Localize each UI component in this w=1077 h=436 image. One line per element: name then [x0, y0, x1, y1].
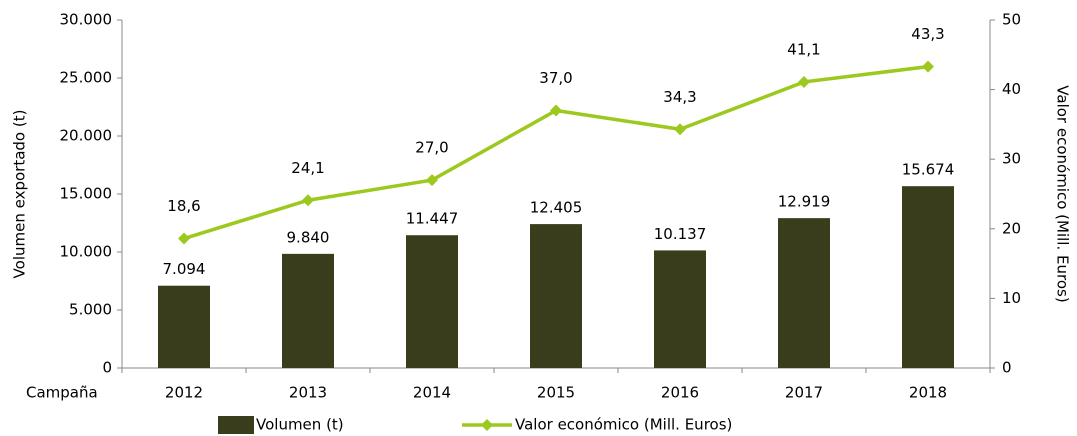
x-tick-label: 2014	[413, 384, 451, 402]
line-marker	[798, 75, 810, 88]
line-marker	[922, 60, 934, 73]
bar	[778, 218, 830, 368]
bar	[902, 186, 954, 368]
bar	[654, 250, 706, 368]
line-value-label: 24,1	[291, 159, 324, 177]
line-value-label: 18,6	[167, 197, 200, 215]
bar-value-label: 15.674	[902, 161, 955, 179]
y2-tick-label: 30	[1002, 150, 1021, 168]
y2-axis-title: Valor económico (Mill. Euros)	[1054, 85, 1072, 302]
y2-tick-label: 40	[1002, 80, 1021, 98]
y2-tick-label: 10	[1002, 289, 1021, 307]
x-tick-label: 2012	[165, 384, 203, 402]
y-tick-label: 20.000	[60, 127, 113, 145]
legend-label: Volumen (t)	[256, 416, 344, 434]
bar-value-label: 10.137	[654, 225, 707, 243]
bar	[530, 224, 582, 368]
line-value-label: 34,3	[663, 88, 696, 106]
line-marker	[426, 174, 438, 187]
y-tick-label: 15.000	[60, 185, 113, 203]
line-marker	[178, 232, 190, 245]
y2-tick-label: 50	[1002, 11, 1021, 29]
x-tick-label: 2017	[785, 384, 823, 402]
line-marker	[550, 104, 562, 117]
legend-swatch	[218, 416, 254, 434]
bar-value-label: 11.447	[406, 210, 459, 228]
y2-tick-label: 20	[1002, 219, 1021, 237]
line-value-label: 41,1	[787, 40, 820, 58]
legend-marker	[481, 419, 493, 431]
x-tick-label: 2018	[909, 384, 947, 402]
line-marker	[302, 194, 314, 207]
x-axis-title: Campaña	[26, 384, 98, 402]
line-marker	[674, 123, 686, 136]
bar	[406, 235, 458, 368]
y-axis-title: Volumen exportado (t)	[11, 110, 29, 279]
bar-value-label: 12.405	[530, 199, 583, 217]
line-value-label: 27,0	[415, 139, 448, 157]
bar-value-label: 7.094	[163, 260, 206, 278]
bar-value-label: 12.919	[778, 193, 831, 211]
bar	[158, 285, 210, 368]
y-tick-label: 5.000	[69, 301, 112, 319]
x-tick-label: 2015	[537, 384, 575, 402]
x-tick-label: 2013	[289, 384, 327, 402]
y-tick-label: 25.000	[60, 69, 113, 87]
line-value-label: 37,0	[539, 69, 572, 87]
bar	[282, 253, 334, 368]
line-value-label: 43,3	[911, 25, 944, 43]
bar-value-label: 9.840	[287, 228, 330, 246]
y-tick-label: 30.000	[60, 11, 113, 29]
y-tick-label: 10.000	[60, 243, 113, 261]
legend-label: Valor económico (Mill. Euros)	[515, 416, 732, 434]
y2-tick-label: 0	[1002, 359, 1012, 377]
y-tick-label: 0	[102, 359, 112, 377]
x-tick-label: 2016	[661, 384, 699, 402]
